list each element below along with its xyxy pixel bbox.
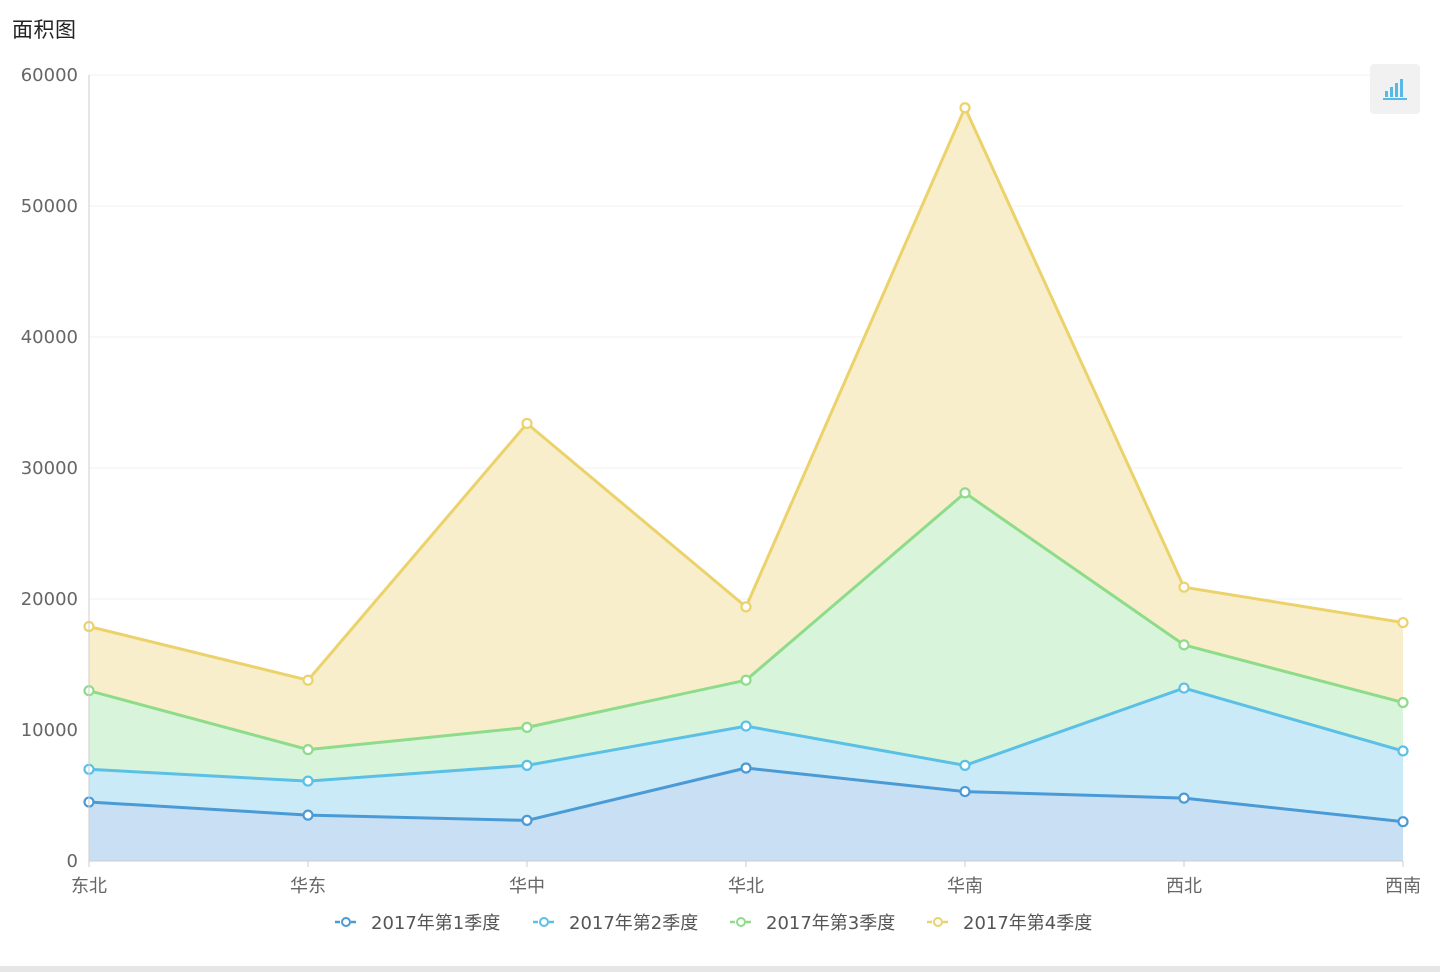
data-point[interactable] bbox=[1178, 682, 1190, 694]
data-point[interactable] bbox=[1397, 745, 1409, 757]
bar-chart-icon bbox=[1383, 79, 1407, 100]
x-tick-label: 西南 bbox=[1385, 876, 1421, 897]
series-area-q2 bbox=[89, 688, 1403, 822]
legend-marker-icon bbox=[539, 917, 549, 927]
chart-type-toggle-button[interactable] bbox=[1370, 64, 1420, 114]
data-point[interactable] bbox=[1178, 792, 1190, 804]
y-tick-label: 10000 bbox=[21, 720, 78, 741]
x-tick-label: 华南 bbox=[947, 876, 983, 897]
series-area-q4 bbox=[89, 107, 1403, 750]
data-point[interactable] bbox=[1178, 639, 1190, 651]
y-tick-label: 20000 bbox=[21, 589, 78, 610]
data-point[interactable] bbox=[959, 785, 971, 798]
x-tick-label: 东北 bbox=[71, 876, 107, 897]
series-area-q3 bbox=[89, 492, 1403, 782]
data-point[interactable] bbox=[740, 720, 752, 732]
legend-item-q4[interactable]: 2017年第4季度 bbox=[927, 913, 1092, 934]
legend: 2017年第1季度 2017年第2季度 2017年第3季度 2017年第4季度 bbox=[335, 913, 1092, 934]
x-tick-label: 华中 bbox=[509, 876, 545, 897]
legend-item-q2[interactable]: 2017年第2季度 bbox=[533, 913, 698, 934]
y-tick-label: 0 bbox=[67, 851, 78, 872]
legend-marker-icon bbox=[736, 917, 746, 927]
legend-item-q3[interactable]: 2017年第3季度 bbox=[730, 913, 895, 934]
legend-label: 2017年第1季度 bbox=[371, 913, 500, 934]
data-point[interactable] bbox=[1178, 581, 1190, 593]
x-tick-label: 西北 bbox=[1166, 876, 1202, 897]
y-tick-label: 40000 bbox=[21, 327, 78, 348]
y-tick-label: 60000 bbox=[21, 65, 78, 86]
data-point[interactable] bbox=[521, 759, 533, 771]
x-tick-label: 华东 bbox=[290, 876, 326, 897]
chart-title: 面积图 bbox=[12, 18, 77, 42]
data-point[interactable] bbox=[521, 721, 533, 733]
data-point[interactable] bbox=[302, 674, 314, 686]
y-tick-label: 50000 bbox=[21, 196, 78, 217]
legend-label: 2017年第2季度 bbox=[569, 913, 698, 934]
data-point[interactable] bbox=[959, 487, 971, 499]
footer-strip bbox=[0, 966, 1440, 972]
legend-label: 2017年第4季度 bbox=[963, 913, 1092, 934]
data-point[interactable] bbox=[959, 102, 971, 114]
data-point[interactable] bbox=[1397, 816, 1409, 828]
data-point[interactable] bbox=[302, 809, 314, 821]
data-point[interactable] bbox=[521, 417, 533, 430]
series-area-q1 bbox=[89, 768, 1403, 861]
series-areas bbox=[89, 107, 1403, 861]
legend-marker-icon bbox=[933, 917, 943, 927]
data-point[interactable] bbox=[521, 814, 533, 826]
data-point[interactable] bbox=[302, 775, 314, 787]
data-point[interactable] bbox=[740, 601, 752, 613]
axes: 0 10000 20000 30000 40000 50000 60000 东北 华东 华中 华北 华… bbox=[21, 65, 1421, 897]
y-tick-label: 30000 bbox=[21, 458, 78, 479]
legend-item-q1[interactable]: 2017年第1季度 bbox=[335, 913, 500, 934]
data-point[interactable] bbox=[959, 759, 971, 771]
legend-label: 2017年第3季度 bbox=[766, 913, 895, 934]
data-point[interactable] bbox=[740, 762, 752, 774]
x-tick-label: 华北 bbox=[728, 876, 764, 897]
legend-marker-icon bbox=[341, 917, 351, 927]
data-point[interactable] bbox=[302, 744, 314, 756]
data-point[interactable] bbox=[1397, 696, 1409, 709]
data-point[interactable] bbox=[740, 674, 752, 686]
data-point[interactable] bbox=[1397, 616, 1409, 629]
